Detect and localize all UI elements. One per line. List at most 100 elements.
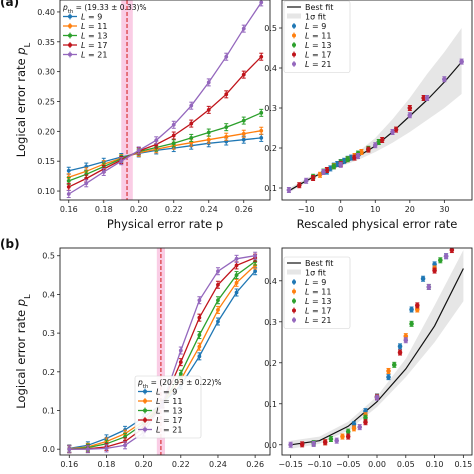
y-tick-label: 0.3 bbox=[264, 318, 277, 327]
data-point bbox=[421, 95, 426, 101]
series-line bbox=[68, 112, 262, 182]
series-L21 bbox=[288, 253, 449, 448]
legend-marker bbox=[292, 299, 296, 303]
legend-marker bbox=[292, 52, 296, 57]
x-tick-label: 10 bbox=[370, 205, 380, 214]
series-L21 bbox=[66, 0, 264, 199]
legend-label: L = 9 bbox=[156, 388, 177, 397]
y-tick-label: 0.1 bbox=[264, 400, 277, 409]
y-tick-label: 0.5 bbox=[264, 24, 277, 33]
data-point bbox=[259, 0, 264, 5]
data-point bbox=[197, 333, 202, 337]
data-point bbox=[259, 54, 264, 59]
data-point bbox=[391, 362, 397, 368]
data-point bbox=[366, 147, 371, 152]
legend-box bbox=[283, 0, 351, 73]
x-tick-label: 0.22 bbox=[165, 205, 183, 214]
data-point bbox=[386, 374, 391, 380]
data-point bbox=[104, 446, 109, 451]
data-point bbox=[66, 192, 71, 196]
legend-marker bbox=[143, 408, 147, 413]
data-point bbox=[66, 168, 71, 173]
y-tick-label: 0.4 bbox=[42, 290, 55, 299]
data-point bbox=[409, 321, 414, 327]
data-point bbox=[393, 127, 399, 132]
data-point bbox=[351, 426, 357, 431]
data-point bbox=[438, 257, 443, 263]
data-point bbox=[407, 112, 413, 118]
data-point bbox=[376, 139, 382, 145]
data-point bbox=[241, 137, 246, 142]
data-point bbox=[296, 182, 302, 188]
data-point bbox=[328, 166, 333, 171]
data-point bbox=[66, 178, 71, 183]
data-point bbox=[345, 429, 351, 434]
x-tick-label: 0.18 bbox=[98, 460, 116, 469]
y-tick-label: 0.40 bbox=[37, 8, 55, 17]
legend-label: L = 17 bbox=[81, 41, 107, 50]
legend-marker bbox=[292, 62, 296, 66]
legend-label: L = 17 bbox=[305, 307, 331, 316]
best-fit-curve bbox=[290, 268, 464, 446]
legend-marker bbox=[68, 14, 72, 19]
y-axis-label: Logical error rate pL bbox=[14, 42, 32, 157]
legend-band-swatch bbox=[287, 269, 301, 275]
x-tick-label: 0.26 bbox=[246, 460, 264, 469]
x-tick-label: 0.16 bbox=[60, 460, 78, 469]
legend-label: L = 13 bbox=[305, 41, 331, 50]
legend-label: L = 13 bbox=[305, 297, 331, 306]
legend-marker bbox=[68, 33, 72, 38]
legend-label: L = 9 bbox=[305, 278, 326, 287]
data-point bbox=[379, 137, 385, 143]
data-point bbox=[234, 290, 239, 295]
x-axis-label: Rescaled physical error rate bbox=[297, 217, 458, 231]
data-point bbox=[241, 26, 246, 31]
data-point bbox=[216, 269, 220, 274]
y-tick-label: 0.0 bbox=[264, 441, 277, 450]
data-point bbox=[363, 419, 368, 425]
series-line bbox=[68, 130, 262, 178]
x-tick-label: 0.05 bbox=[397, 460, 415, 469]
series-L17 bbox=[296, 95, 426, 189]
y-tick-label: 0.1 bbox=[42, 407, 55, 416]
data-point bbox=[324, 167, 330, 173]
legend-band-swatch bbox=[287, 13, 301, 19]
data-point bbox=[197, 315, 202, 320]
y-tick-label: 0.20 bbox=[37, 127, 55, 136]
legend-label: L = 21 bbox=[156, 426, 182, 435]
data-point bbox=[442, 76, 447, 82]
data-point bbox=[178, 371, 183, 376]
fit-confidence-band bbox=[288, 28, 462, 193]
legend-marker bbox=[68, 52, 72, 57]
data-point bbox=[311, 441, 316, 447]
data-point bbox=[216, 298, 220, 303]
data-point bbox=[234, 256, 239, 261]
legend-label: L = 11 bbox=[305, 32, 331, 41]
legend: pth = (19.33 ± 0.33)%L = 9L = 11L = 13L … bbox=[62, 3, 147, 60]
y-tick-label: 0.3 bbox=[264, 104, 277, 113]
data-point bbox=[424, 95, 430, 101]
legend-marker bbox=[292, 318, 296, 322]
y-tick-label: 0.3 bbox=[42, 329, 55, 338]
threshold-annotation: pth = (19.33 ± 0.33)% bbox=[62, 3, 147, 15]
data-point bbox=[443, 253, 449, 259]
data-point bbox=[241, 72, 246, 77]
data-point bbox=[136, 148, 141, 153]
data-point bbox=[331, 164, 337, 169]
data-point bbox=[345, 156, 350, 162]
data-point bbox=[216, 319, 220, 324]
data-point bbox=[449, 248, 455, 253]
data-point bbox=[206, 80, 211, 85]
chart-b-left: 0.16 0.18 0.20 0.22 0.24 0.26 0.0 0.1 0.2 0.3 0.4 0… bbox=[14, 247, 271, 469]
data-point bbox=[334, 161, 340, 167]
legend-marker bbox=[143, 418, 147, 422]
y-tick-label: 0.15 bbox=[37, 157, 55, 166]
data-point bbox=[197, 344, 202, 349]
x-tick-label: 0.24 bbox=[209, 460, 227, 469]
data-point bbox=[322, 439, 328, 445]
panel-label-b: (b) bbox=[0, 237, 20, 251]
legend-band-label: 1σ fit bbox=[305, 269, 326, 278]
legend-marker bbox=[292, 308, 296, 313]
data-point bbox=[334, 438, 339, 443]
